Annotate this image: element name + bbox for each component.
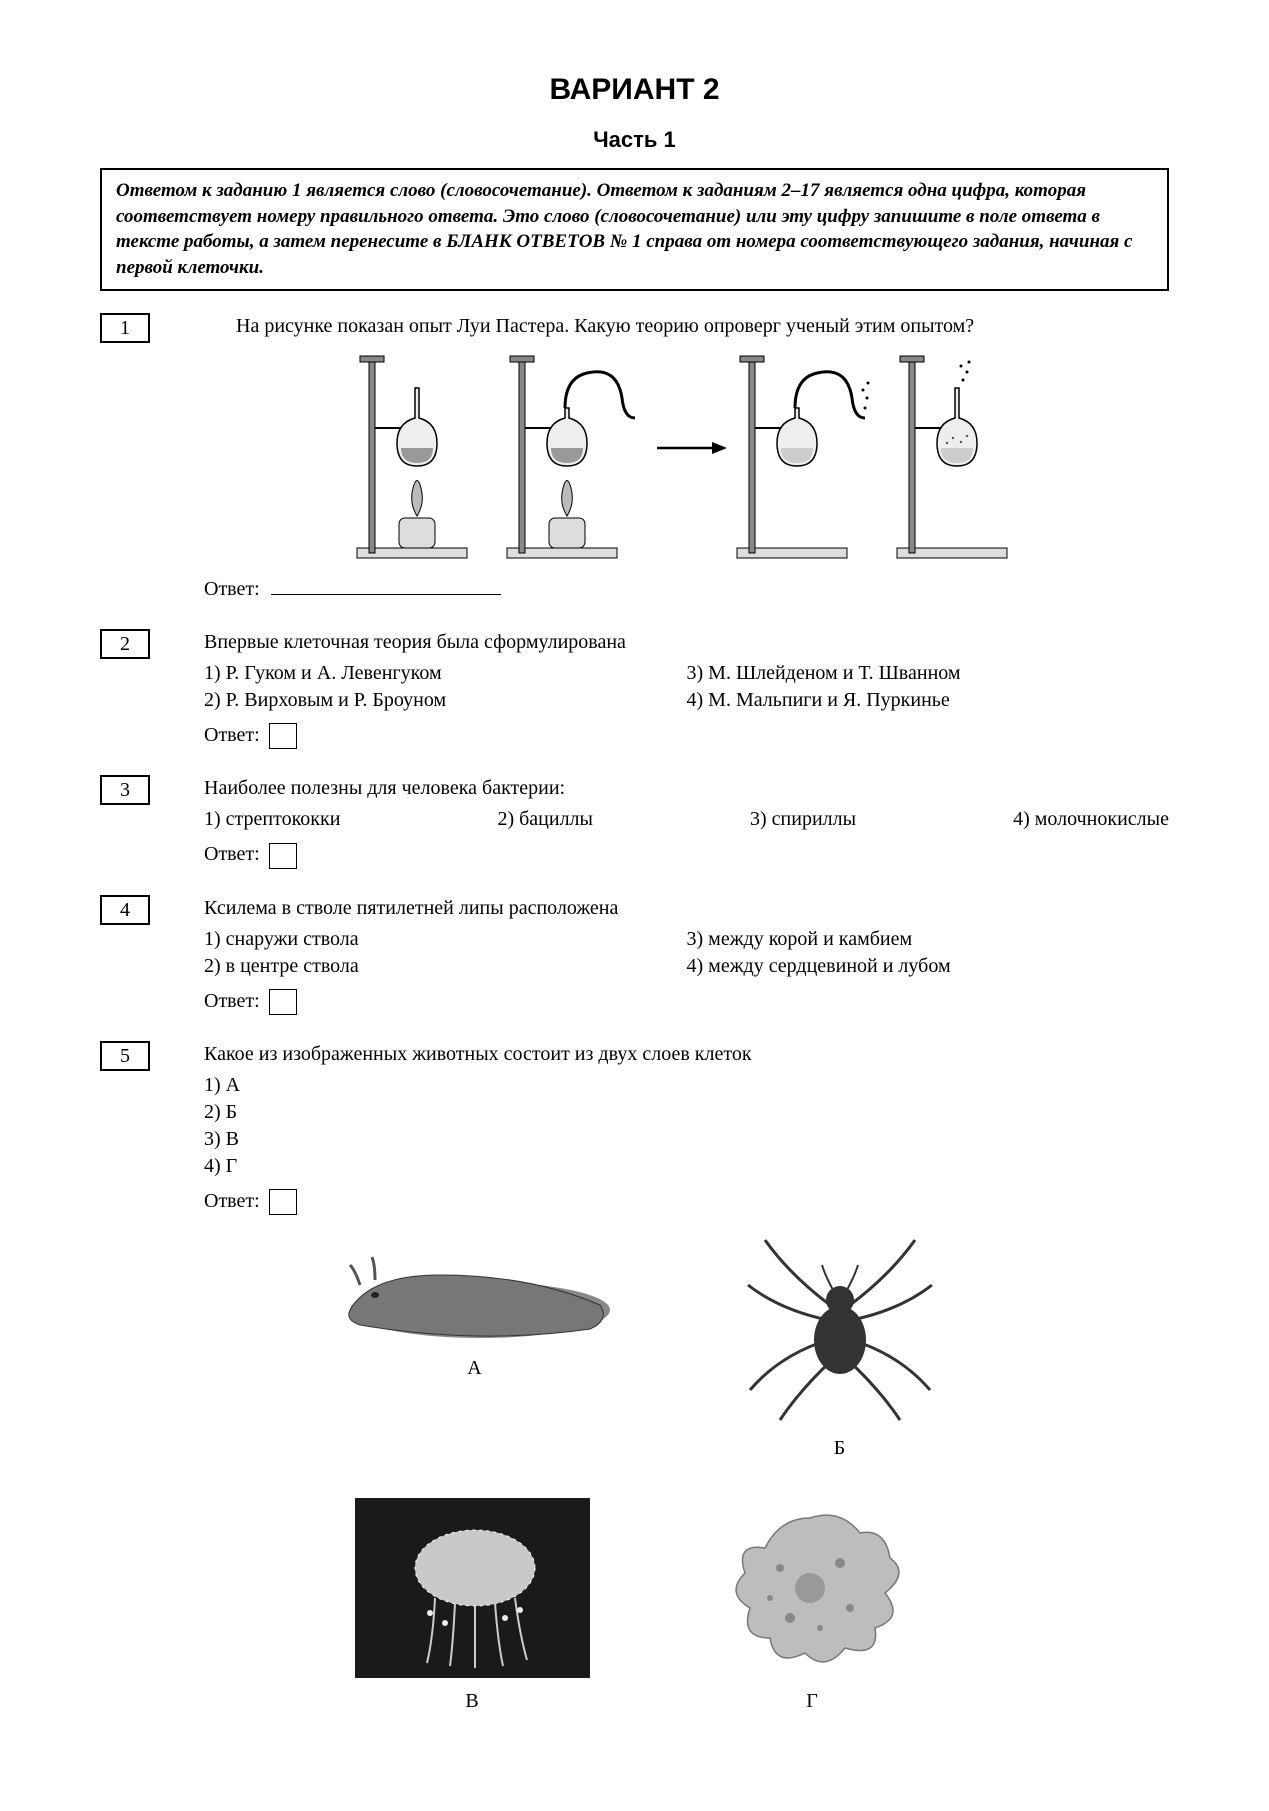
option: 4) молочнокислые: [1013, 806, 1169, 833]
option: 4) между сердцевиной и лубом: [687, 953, 1170, 980]
answer-label: Ответ:: [204, 990, 260, 1012]
page-title: ВАРИАНТ 2: [100, 70, 1169, 111]
question-5: 5 Какое из изображенных животных состоит…: [100, 1041, 1169, 1215]
answer-row: Ответ:: [204, 988, 1169, 1015]
option: 3) между корой и камбием: [687, 926, 1170, 953]
image-label: В: [465, 1688, 478, 1715]
question-text: Какое из изображенных животных состоит и…: [204, 1041, 1169, 1068]
option: 1) Р. Гуком и А. Левенгуком: [204, 660, 687, 687]
question-number: 2: [100, 629, 150, 659]
option: 1) стрептококки: [204, 806, 340, 833]
question-number: 3: [100, 775, 150, 805]
question-text: На рисунке показан опыт Луи Пастера. Как…: [204, 313, 1169, 340]
question-text: Ксилема в стволе пятилетней липы располо…: [204, 895, 1169, 922]
option: 2) бациллы: [497, 806, 593, 833]
answer-label: Ответ:: [204, 1190, 260, 1212]
option: 3) М. Шлейденом и Т. Шванном: [687, 660, 1170, 687]
image-label: Б: [834, 1435, 845, 1462]
jellyfish-icon: [355, 1498, 590, 1678]
spider-icon: [740, 1225, 940, 1425]
answer-input-box[interactable]: [269, 723, 297, 749]
options: 1) снаружи ствола 3) между корой и камби…: [204, 926, 1169, 980]
image-label: Г: [806, 1688, 818, 1715]
figure-pasteur: [204, 348, 1169, 568]
question-text: Наиболее полезны для человека бактерии:: [204, 775, 1169, 802]
pasteur-diagram: [337, 348, 1037, 568]
question-number: 1: [100, 313, 150, 343]
option: 1) снаружи ствола: [204, 926, 687, 953]
section-title: Часть 1: [100, 125, 1169, 155]
answer-label: Ответ:: [204, 843, 260, 865]
question-5-images: А Б: [100, 1225, 1169, 1715]
question-number: 4: [100, 895, 150, 925]
question-text: Впервые клеточная теория была сформулиро…: [204, 629, 1169, 656]
option: 2) Р. Вирховым и Р. Броуном: [204, 687, 687, 714]
image-cell-v: В: [355, 1498, 590, 1715]
answer-row: Ответ:: [204, 576, 1169, 603]
answer-row: Ответ:: [204, 841, 1169, 868]
options: 1) Р. Гуком и А. Левенгуком 3) М. Шлейде…: [204, 660, 1169, 714]
answer-input-line[interactable]: [271, 579, 501, 595]
option: 3) В: [204, 1126, 1169, 1153]
answer-row: Ответ:: [204, 722, 1169, 749]
question-1: 1 На рисунке показан опыт Луи Пастера. К…: [100, 313, 1169, 603]
options: 1) стрептококки 2) бациллы 3) спириллы 4…: [204, 806, 1169, 833]
image-cell-b: Б: [740, 1225, 940, 1462]
image-label: А: [467, 1355, 481, 1382]
answer-input-box[interactable]: [269, 843, 297, 869]
answer-row: Ответ:: [204, 1188, 1169, 1215]
amoeba-icon: [710, 1498, 915, 1678]
option: 4) Г: [204, 1153, 1169, 1180]
slug-icon: [330, 1225, 620, 1345]
option: 1) А: [204, 1072, 1169, 1099]
option: 4) М. Мальпиги и Я. Пуркинье: [687, 687, 1170, 714]
question-number: 5: [100, 1041, 150, 1071]
option: 2) в центре ствола: [204, 953, 687, 980]
answer-label: Ответ:: [204, 724, 260, 746]
image-cell-g: Г: [710, 1498, 915, 1715]
answer-input-box[interactable]: [269, 1189, 297, 1215]
question-3: 3 Наиболее полезны для человека бактерии…: [100, 775, 1169, 868]
answer-label: Ответ:: [204, 578, 260, 600]
question-2: 2 Впервые клеточная теория была сформули…: [100, 629, 1169, 749]
instruction-box: Ответом к заданию 1 является слово (слов…: [100, 168, 1169, 291]
question-4: 4 Ксилема в стволе пятилетней липы распо…: [100, 895, 1169, 1015]
answer-input-box[interactable]: [269, 989, 297, 1015]
options: 1) А 2) Б 3) В 4) Г: [204, 1072, 1169, 1180]
image-cell-a: А: [330, 1225, 620, 1462]
option: 3) спириллы: [750, 806, 856, 833]
option: 2) Б: [204, 1099, 1169, 1126]
